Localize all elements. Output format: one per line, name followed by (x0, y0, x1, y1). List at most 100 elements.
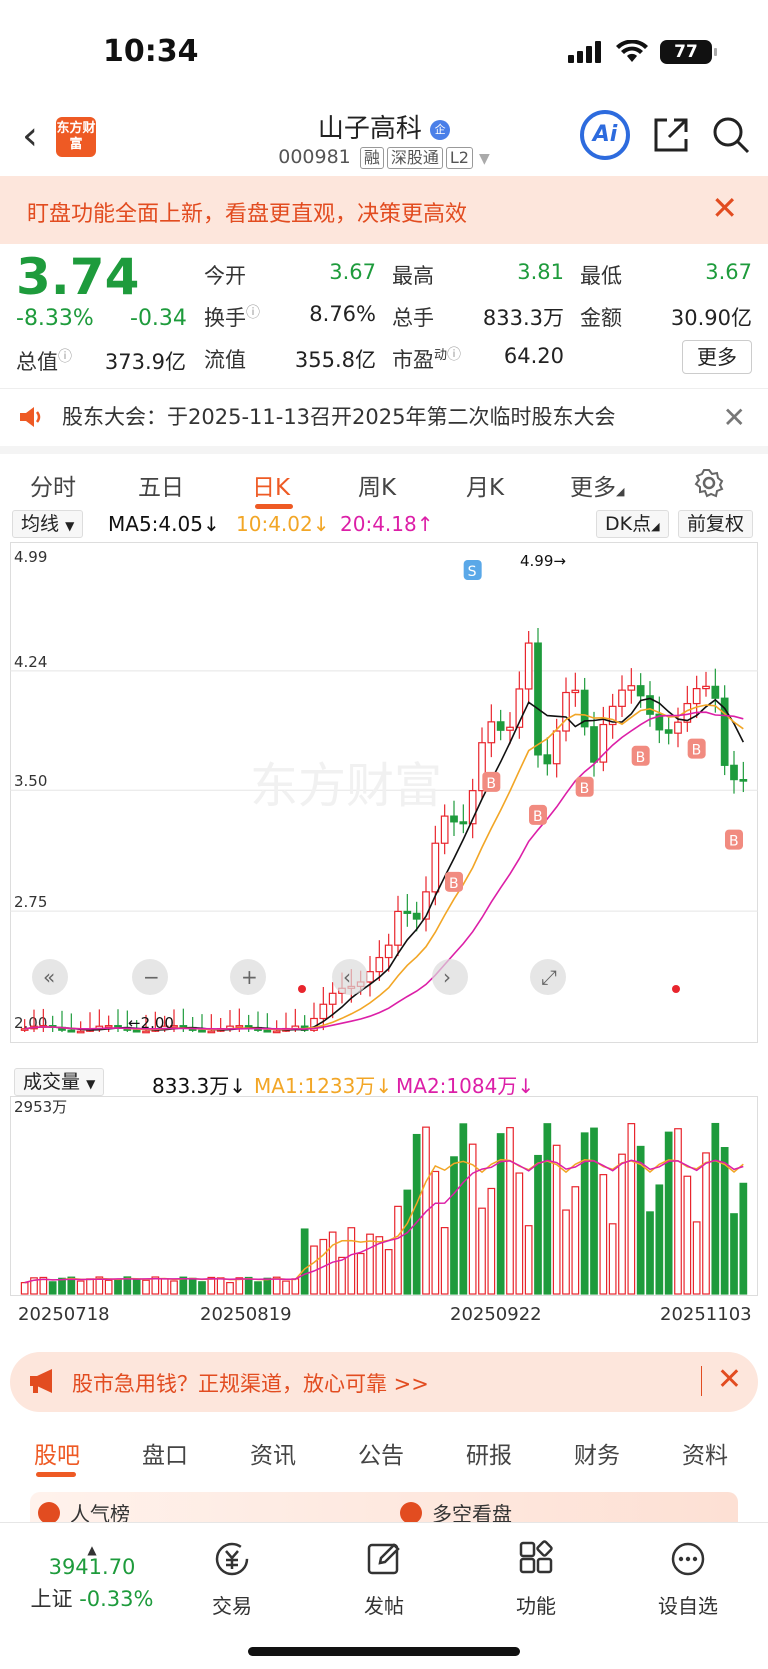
ad-divider (701, 1366, 702, 1396)
tab-weekly-k[interactable]: 周K (358, 475, 397, 501)
total-value: 373.9亿 (104, 350, 186, 374)
volume-bar (571, 1186, 580, 1295)
volume-bar (627, 1123, 636, 1295)
candle-body (375, 956, 384, 973)
chart-frame (10, 542, 758, 1043)
index-ticker[interactable]: ▲ 3941.70 上证 -0.33% (22, 1543, 162, 1613)
search-icon[interactable] (712, 116, 750, 154)
volume-bar (347, 1227, 356, 1295)
candle-body (104, 1025, 113, 1028)
tab-announcements[interactable]: 公告 (358, 1443, 404, 1469)
promo-banner[interactable]: 盯盘功能全面上新，看盘更直观，决策更高效 ✕ (0, 176, 768, 244)
dk-label: DK点 (605, 513, 652, 535)
info-icon[interactable]: ⓘ (58, 349, 72, 365)
volume-bar (235, 1277, 244, 1295)
popularity-icon (38, 1502, 60, 1524)
ma5-text: MA5:4.05 (108, 512, 203, 536)
candle-body (132, 1029, 141, 1033)
notice-bar[interactable]: 股东大会：于2025-11-13召开2025年第二次临时股东大会 ✕ (0, 388, 768, 444)
change-amount: -0.34 (130, 306, 187, 331)
dk-point-button[interactable]: DK点◢ (596, 510, 669, 538)
candle-body (692, 688, 701, 705)
notice-close-icon[interactable]: ✕ (722, 401, 746, 434)
nav-trade[interactable]: 交易 (182, 1539, 282, 1619)
nav-post[interactable]: 发帖 (334, 1539, 434, 1619)
share-icon[interactable] (652, 116, 690, 154)
chart-nav-button[interactable] (332, 959, 368, 995)
ad-close-icon[interactable]: ✕ (716, 1362, 742, 1397)
chart-nav-button[interactable] (32, 959, 68, 995)
active-tab-indicator (255, 504, 293, 509)
tab-five-day[interactable]: 五日 (138, 475, 184, 501)
candle-body (319, 1003, 328, 1020)
low-value: 3.67 (705, 260, 752, 284)
amount-value: 30.90亿 (670, 306, 752, 330)
ma5-value: MA5:4.05↓ (108, 512, 220, 536)
event-dot (298, 985, 306, 993)
candle-body (580, 689, 589, 728)
stock-header: ‹ 东方财富 山子高科 企 000981 融深股通 L2 ▼ Ai (0, 100, 768, 176)
candle-body (739, 779, 748, 782)
amount-label: 金额 (580, 306, 622, 330)
info-icon[interactable]: ⓘ (246, 305, 260, 321)
candle-body (198, 1029, 206, 1033)
volume-bar (207, 1276, 216, 1295)
chart-nav-button[interactable] (530, 959, 566, 995)
volume-bar (48, 1281, 57, 1295)
chart-nav-button[interactable] (230, 959, 266, 995)
chart-nav-button[interactable] (132, 959, 168, 995)
stock-code-row[interactable]: 000981 融深股通 L2 ▼ (0, 146, 768, 169)
banner-close-icon[interactable]: ✕ (711, 189, 738, 227)
more-button[interactable]: 更多 (682, 340, 752, 374)
chart-nav-button[interactable] (432, 959, 468, 995)
candle-body (328, 992, 337, 1005)
ma-select[interactable]: 均线 ▼ (12, 510, 84, 538)
ai-button[interactable]: Ai (580, 110, 630, 160)
candle-body (543, 754, 552, 765)
buy-marker (575, 776, 594, 797)
volume-bar (403, 1189, 412, 1295)
tab-finance[interactable]: 财务 (574, 1443, 620, 1469)
tab-profile[interactable]: 资料 (682, 1443, 728, 1469)
date-label: 20251103 (660, 1304, 752, 1325)
vol-ma1-text: MA1:1233万 (254, 1074, 376, 1098)
feature-strip[interactable]: 人气榜 多空看盘 (30, 1492, 738, 1526)
candle-body (459, 821, 468, 825)
buy-marker (529, 804, 547, 825)
tab-monthly-k[interactable]: 月K (466, 475, 505, 501)
ma-indicator-bar: 均线 ▼ MA5:4.05↓ 10:4.02↓ 20:4.18↑ DK点◢ 前复… (0, 506, 768, 542)
volume-bar (422, 1126, 430, 1295)
tab-research[interactable]: 研报 (466, 1443, 512, 1469)
nav-functions[interactable]: 功能 (486, 1539, 586, 1619)
volume-bar (20, 1282, 29, 1295)
candle-body (636, 685, 645, 697)
buy-marker-label: B (486, 776, 496, 792)
volume-chart[interactable]: 2953万 (10, 1096, 758, 1296)
volume-select[interactable]: 成交量 ▼ (14, 1068, 105, 1096)
y-tick-label: 3.50 (14, 772, 47, 790)
tab-more[interactable]: 更多◢ (570, 468, 624, 502)
candle-body (422, 891, 430, 920)
turnover-value: 8.76% (309, 302, 376, 326)
tab-orderbook[interactable]: 盘口 (142, 1443, 188, 1469)
candle-body (664, 729, 673, 734)
volume-bar (375, 1236, 384, 1295)
tab-daily-k[interactable]: 日K (252, 475, 291, 501)
back-chevron-icon[interactable]: ‹ (22, 113, 38, 159)
candle-body (207, 1030, 216, 1034)
open-value: 3.67 (329, 260, 376, 284)
volume-max-label: 2953万 (14, 1098, 67, 1116)
tab-forum[interactable]: 股吧 (34, 1443, 80, 1469)
dropdown-caret-icon[interactable]: ▼ (478, 151, 490, 167)
settings-gear-icon[interactable] (694, 468, 724, 498)
caret-up-icon: ▲ (87, 1543, 97, 1557)
ma20-line (24, 711, 744, 1030)
info-icon[interactable]: ⓘ (447, 347, 462, 363)
tab-intraday[interactable]: 分时 (30, 475, 76, 501)
nav-add-watchlist[interactable]: 设自选 (638, 1539, 738, 1619)
loan-ad-banner[interactable]: 股市急用钱？正规渠道，放心可靠 >> ✕ (10, 1352, 758, 1412)
tab-news[interactable]: 资讯 (250, 1443, 296, 1469)
adjust-button[interactable]: 前复权 (678, 510, 754, 538)
candle-body (534, 642, 542, 756)
